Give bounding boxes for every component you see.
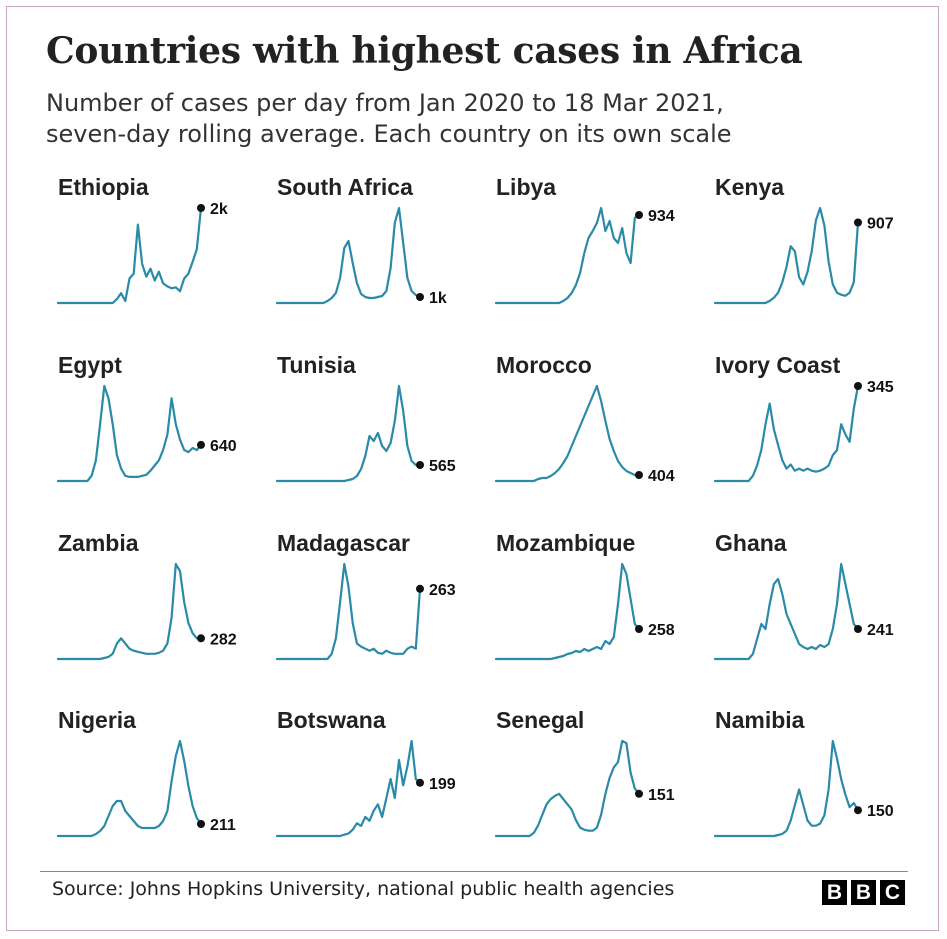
series-line <box>275 384 422 483</box>
series-line <box>275 562 422 661</box>
bbc-logo: B B C <box>822 880 905 905</box>
end-value-label: 934 <box>648 208 675 225</box>
end-value-label: 1k <box>429 290 447 307</box>
series-line <box>56 739 203 838</box>
bbc-logo-letter: B <box>851 880 876 905</box>
end-value-label: 907 <box>867 216 894 233</box>
series-line <box>713 206 860 305</box>
panel-mozambique: Mozambique 258 <box>494 530 675 661</box>
end-point-marker <box>416 584 424 593</box>
country-label: Nigeria <box>58 707 136 733</box>
series-line <box>56 562 203 661</box>
end-value-label: 241 <box>867 622 894 639</box>
end-value-label: 151 <box>648 787 675 804</box>
end-point-marker <box>416 461 424 469</box>
bbc-logo-letter: B <box>822 880 847 905</box>
series-line <box>275 206 422 305</box>
end-point-marker <box>416 778 424 787</box>
end-point-marker <box>416 293 424 301</box>
series-line <box>713 739 860 838</box>
end-value-label: 345 <box>867 379 894 396</box>
chart-subtitle-line-1: Number of cases per day from Jan 2020 to… <box>46 89 724 117</box>
end-point-marker <box>854 625 862 633</box>
country-label: Egypt <box>58 352 122 378</box>
panel-ghana: Ghana 241 <box>713 530 894 661</box>
panel-ivory-coast: Ivory Coast 345 <box>713 352 894 483</box>
country-label: Botswana <box>277 707 386 733</box>
panel-nigeria: Nigeria 211 <box>56 707 236 838</box>
end-point-marker <box>635 471 643 479</box>
country-label: Tunisia <box>277 352 356 378</box>
end-value-label: 211 <box>210 817 236 834</box>
panel-morocco: Morocco 404 <box>494 352 675 485</box>
end-point-marker <box>854 382 862 390</box>
chart-title: Countries with highest cases in Africa <box>46 30 803 72</box>
end-point-marker <box>197 204 205 212</box>
end-value-label: 263 <box>429 582 456 599</box>
end-value-label: 565 <box>429 458 456 475</box>
end-point-marker <box>635 789 643 798</box>
country-label: South Africa <box>277 174 413 200</box>
series-line <box>494 206 641 305</box>
series-line <box>494 739 641 838</box>
series-line <box>494 562 641 661</box>
end-point-marker <box>854 806 862 815</box>
panel-botswana: Botswana 199 <box>275 707 456 838</box>
footer-divider <box>40 871 908 872</box>
country-label: Ethiopia <box>58 174 149 200</box>
chart-subtitle-line-2: seven-day rolling average. Each country … <box>46 120 732 148</box>
chart-frame <box>6 6 939 931</box>
small-multiples-grid: Ethiopia 2k South Africa 1k Libya 934 Kenya 907… <box>56 174 894 838</box>
end-value-label: 640 <box>210 438 237 455</box>
panel-south-africa: South Africa 1k <box>275 174 447 307</box>
panel-ethiopia: Ethiopia 2k <box>56 174 228 305</box>
end-point-marker <box>197 440 205 449</box>
country-label: Morocco <box>496 352 592 378</box>
series-line <box>56 206 203 305</box>
end-point-marker <box>635 211 643 219</box>
bbc-logo-letter: C <box>880 880 905 905</box>
country-label: Libya <box>496 174 556 200</box>
end-value-label: 2k <box>210 201 228 218</box>
series-line <box>494 384 641 483</box>
country-label: Ghana <box>715 530 787 556</box>
country-label: Zambia <box>58 530 139 556</box>
panel-kenya: Kenya 907 <box>713 174 894 305</box>
country-label: Senegal <box>496 707 584 733</box>
end-point-marker <box>635 625 643 633</box>
end-point-marker <box>197 820 205 828</box>
country-label: Ivory Coast <box>715 352 841 378</box>
end-point-marker <box>854 218 862 227</box>
end-value-label: 404 <box>648 468 675 485</box>
country-label: Namibia <box>715 707 805 733</box>
panel-zambia: Zambia 282 <box>56 530 237 661</box>
chart-subtitle: Number of cases per day from Jan 2020 to… <box>46 88 876 150</box>
end-point-marker <box>197 634 205 643</box>
country-label: Madagascar <box>277 530 410 556</box>
series-line <box>713 384 860 483</box>
end-value-label: 150 <box>867 803 894 820</box>
panel-namibia: Namibia 150 <box>713 707 894 838</box>
series-line <box>275 739 422 838</box>
country-label: Kenya <box>715 174 784 200</box>
end-value-label: 199 <box>429 776 456 793</box>
series-line <box>713 562 860 661</box>
series-line <box>56 384 203 483</box>
end-value-label: 258 <box>648 622 675 639</box>
source-note: Source: Johns Hopkins University, nation… <box>52 878 675 900</box>
panel-madagascar: Madagascar 263 <box>275 530 456 661</box>
end-value-label: 282 <box>210 631 237 648</box>
panel-libya: Libya 934 <box>494 174 675 305</box>
country-label: Mozambique <box>496 530 635 556</box>
panel-senegal: Senegal 151 <box>494 707 675 838</box>
panel-egypt: Egypt 640 <box>56 352 237 483</box>
panel-tunisia: Tunisia 565 <box>275 352 456 483</box>
